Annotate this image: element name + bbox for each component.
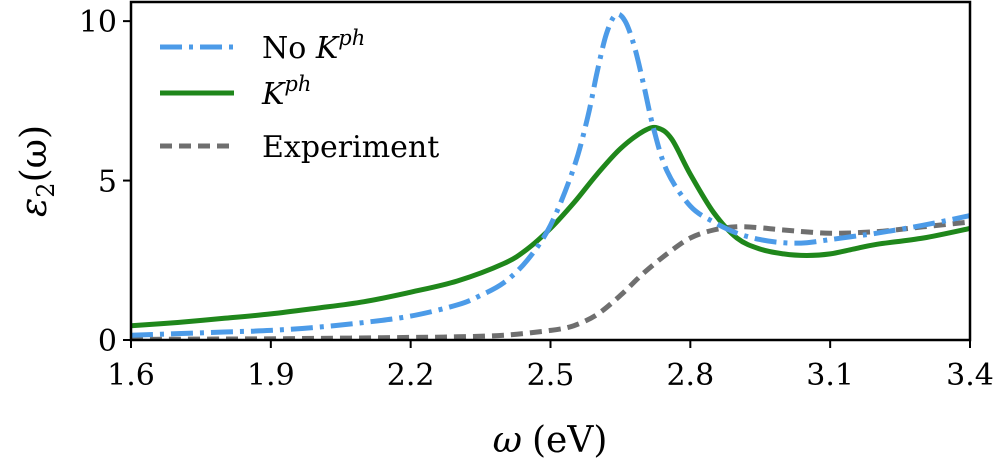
legend-label-superscript: ph	[338, 26, 365, 50]
x-axis-label: ω (eV)	[493, 420, 608, 461]
x-axis-symbol: ω	[493, 420, 522, 461]
x-tick-label: 2.8	[666, 358, 714, 393]
legend-label-symbol: K	[315, 31, 340, 66]
legend-label: No Kph	[262, 26, 365, 66]
x-tick-label: 1.9	[247, 358, 295, 393]
series-layer	[131, 11, 970, 340]
series-line-1	[131, 124, 970, 329]
x-tick-label: 2.5	[527, 358, 575, 393]
x-tick-label: 3.4	[946, 358, 994, 393]
y-axis-subscript: 2	[32, 182, 60, 197]
y-tick-label: 10	[79, 5, 117, 40]
y-axis-symbol: ε	[14, 198, 55, 217]
y-axis-arg: (ω)	[14, 125, 55, 182]
x-tick-label: 3.1	[806, 358, 854, 393]
x-axis-unit: (eV)	[532, 420, 607, 461]
series-line-0	[131, 11, 970, 338]
legend-label-symbol: K	[261, 77, 286, 112]
legend-label-superscript: ph	[284, 72, 311, 96]
x-tick-label: 2.2	[387, 358, 435, 393]
legend-label: Experiment	[262, 130, 439, 165]
axis-layer: 1.6 1.9 2.2 2.5 2.8 3.1 3.4 0 5 10	[79, 5, 994, 393]
y-tick-label: 5	[98, 165, 117, 200]
plot-frame	[129, 0, 972, 342]
legend-label: Kph	[261, 72, 311, 112]
y-axis-label: ε2(ω)	[14, 125, 60, 217]
y-tick-label: 0	[98, 324, 117, 359]
legend-label-text: No	[262, 31, 316, 66]
series-line-2	[131, 219, 970, 340]
x-tick-label: 1.6	[107, 358, 155, 393]
legend-label-text: Experiment	[262, 130, 439, 165]
